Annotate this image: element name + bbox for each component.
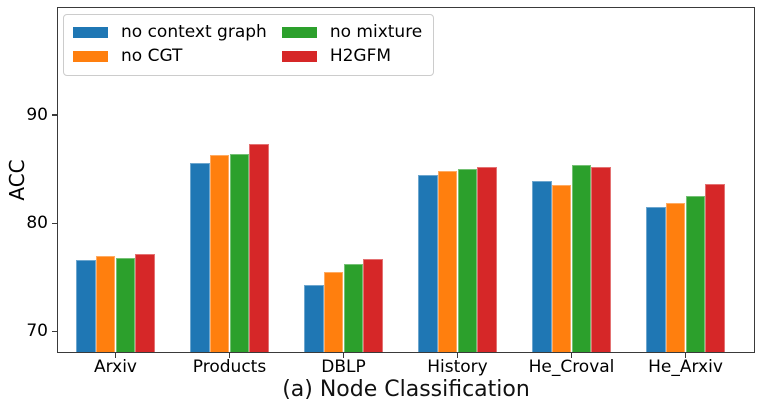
x-tick-label: Products (192, 357, 267, 377)
y-tick-mark (52, 222, 57, 224)
y-tick-mark (52, 114, 57, 116)
bar-no-cgt-he_croval (551, 185, 572, 353)
bar-no-mixture-arxiv (115, 257, 136, 353)
bar-no-context-graph-he_arxiv (645, 207, 666, 353)
bar-no-mixture-dblp (343, 264, 364, 353)
bar-h2gfm-arxiv (135, 253, 156, 353)
legend-label: no CGT (121, 46, 183, 66)
legend-swatch (73, 27, 108, 38)
legend-item: no mixture (281, 22, 423, 42)
bar-no-context-graph-dblp (303, 284, 324, 353)
x-tick-mark (456, 353, 459, 358)
x-tick-label: He_Arxiv (648, 357, 723, 377)
legend-label: no mixture (329, 22, 423, 42)
y-tick-label: 80 (26, 213, 48, 234)
y-tick-mark (52, 330, 57, 333)
legend-label: H2GFM (329, 46, 392, 66)
bar-no-cgt-history (437, 171, 458, 353)
legend-item: H2GFM (281, 46, 422, 66)
x-tick-mark (684, 353, 687, 358)
bar-no-context-graph-history (417, 174, 438, 353)
x-tick-mark (114, 353, 117, 358)
x-tick-label: He_Croval (528, 357, 615, 377)
bar-h2gfm-history (477, 167, 498, 353)
x-tick-mark (570, 353, 573, 358)
bar-h2gfm-products (249, 144, 270, 353)
legend-swatch (73, 51, 108, 62)
bar-no-cgt-he_arxiv (665, 202, 686, 353)
legend: no context graph no CGT no mixture H2GFM (63, 14, 435, 76)
x-tick-mark (342, 353, 345, 358)
bar-no-cgt-products (209, 155, 230, 353)
bar-no-context-graph-products (189, 162, 210, 353)
bar-no-mixture-he_arxiv (685, 196, 706, 353)
bar-no-cgt-arxiv (95, 255, 116, 353)
legend-label: no context graph (121, 22, 267, 42)
legend-swatch (281, 51, 317, 62)
bar-h2gfm-dblp (363, 258, 384, 353)
plot-area: no context graph no CGT no mixture H2GFM (57, 7, 755, 353)
bar-no-mixture-products (229, 154, 250, 353)
bar-no-context-graph-he_croval (531, 181, 552, 353)
y-tick-label: 70 (26, 321, 48, 342)
x-tick-mark (228, 353, 231, 358)
bar-h2gfm-he_croval (591, 167, 612, 353)
legend-item: no context graph (73, 23, 267, 42)
x-tick-label: DBLP (321, 357, 366, 377)
chart-caption: (a) Node Classification (282, 377, 530, 402)
legend-swatch (281, 27, 317, 38)
bar-no-mixture-history (457, 169, 478, 353)
bar-no-context-graph-arxiv (75, 260, 96, 353)
bar-h2gfm-he_arxiv (705, 184, 726, 353)
y-tick-label: 90 (26, 105, 48, 126)
legend-item: no CGT (73, 47, 267, 66)
bar-no-mixture-he_croval (571, 164, 592, 353)
x-tick-label: Arxiv (93, 357, 137, 377)
bar-no-cgt-dblp (323, 271, 344, 353)
x-tick-label: History (427, 357, 488, 377)
